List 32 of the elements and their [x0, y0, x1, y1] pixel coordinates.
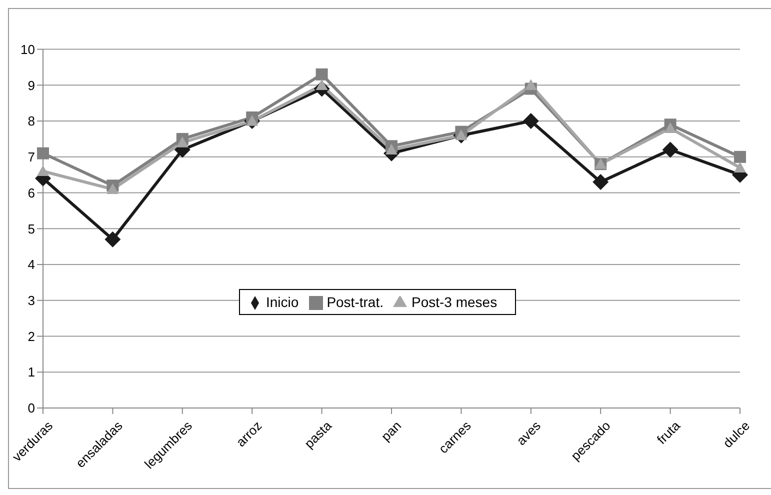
y-tick-label: 4 [28, 257, 35, 272]
y-tick-label: 9 [28, 78, 35, 93]
point [37, 165, 49, 176]
x-tick-label: pan [378, 418, 404, 444]
point [176, 136, 188, 148]
y-tick-label: 5 [28, 221, 35, 236]
y-tick-label: 7 [28, 150, 35, 165]
point [246, 115, 258, 126]
point [734, 150, 746, 163]
point [104, 231, 121, 248]
legend-label: Inicio [266, 294, 299, 310]
point [316, 68, 328, 80]
point [37, 147, 49, 160]
point [386, 144, 398, 155]
point [662, 142, 678, 158]
point [592, 174, 609, 190]
y-tick-label: 1 [28, 364, 35, 380]
point [524, 79, 537, 90]
y-tick-label: 8 [28, 114, 35, 129]
x-tick-label: fruta [654, 418, 684, 448]
point [106, 183, 119, 194]
y-tick-label: 3 [28, 293, 35, 308]
y-tick-label: 0 [28, 400, 35, 416]
point [522, 113, 539, 130]
point [455, 129, 468, 140]
point [734, 162, 746, 172]
y-tick-label: 10 [20, 42, 35, 57]
y-tick-label: 2 [28, 328, 35, 344]
legend-label: Post-3 meses [411, 294, 498, 310]
legend-label: Post-trat. [326, 294, 384, 310]
point [664, 122, 676, 134]
y-tick-label: 6 [28, 185, 35, 200]
